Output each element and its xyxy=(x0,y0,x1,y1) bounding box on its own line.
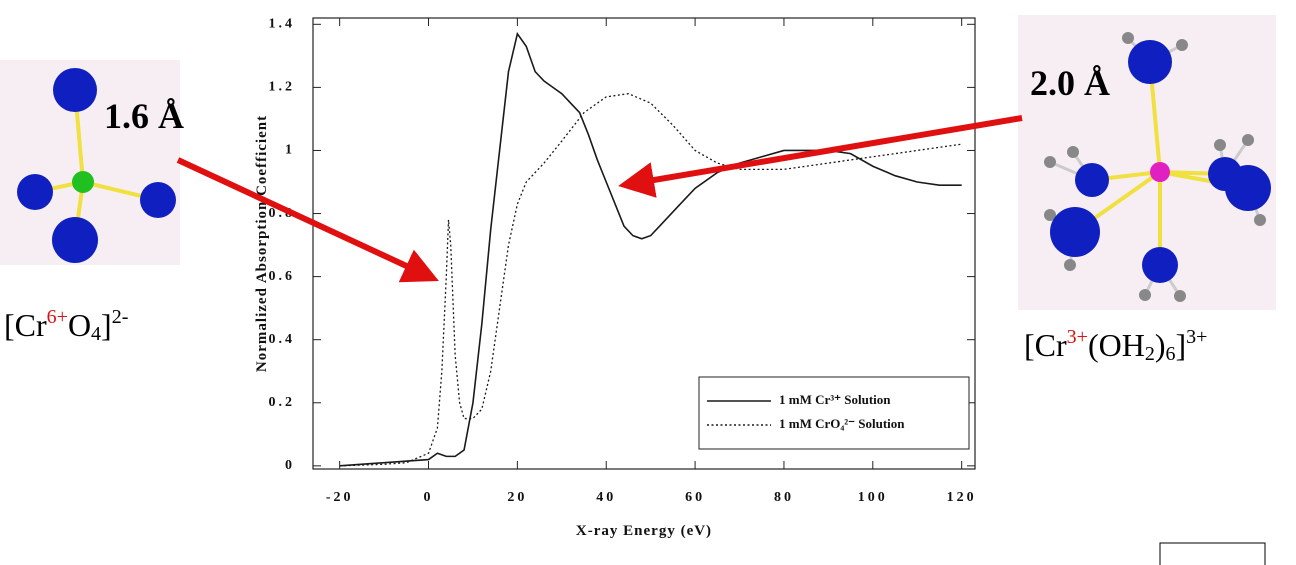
plot-frame xyxy=(312,17,976,470)
y-tick-label: 0.6 xyxy=(269,269,296,284)
bond-length: 2.0 Å xyxy=(1030,63,1110,103)
formula-part: ) xyxy=(1155,327,1166,363)
x-tick-label: 60 xyxy=(685,490,705,505)
data-line xyxy=(339,31,962,467)
y-tick-label: 1 xyxy=(285,143,295,158)
bond-length: 1.6 Å xyxy=(104,96,184,136)
y-axis-label: Normalized Absorption Coefficient xyxy=(254,115,270,372)
y-tick-label: 0.4 xyxy=(269,332,296,347)
y-tick-label: 1.4 xyxy=(269,17,296,32)
formula: [Cr6+O4]2- xyxy=(4,306,128,345)
plot: 00.20.40.60.811.21.4-20 0 20 40 60 80 100 120X-… xyxy=(254,17,977,539)
x-tick-label: 40 xyxy=(596,490,616,505)
x-tick-label: -20 xyxy=(326,490,354,505)
arrow xyxy=(176,157,439,283)
formula-part: 6+ xyxy=(47,306,68,328)
y-tick-label: 1.2 xyxy=(269,80,296,95)
arrow xyxy=(618,115,1023,198)
formula-part: 2- xyxy=(112,306,129,328)
formula-part: (OH xyxy=(1088,327,1145,363)
legend-box xyxy=(698,376,970,450)
formula-part: ] xyxy=(1175,327,1186,363)
octahedral-molecule xyxy=(1018,15,1276,310)
legend: 1 mM Cr³⁺ Solution 1 mM CrO₄²⁻ Solution xyxy=(698,376,970,450)
formula-part: 3+ xyxy=(1186,326,1207,348)
tetrahedral-molecule xyxy=(0,60,180,265)
formula-part: [Cr xyxy=(1024,327,1067,363)
x-tick-label: 80 xyxy=(774,490,794,505)
y-tick-label: 0 xyxy=(285,458,295,473)
formula-part: [Cr xyxy=(4,307,47,343)
formula-part: 3+ xyxy=(1067,326,1088,348)
formula-part: 4 xyxy=(91,323,101,345)
y-tick-label: 0.2 xyxy=(269,395,296,410)
x-tick-label: 0 xyxy=(424,490,434,505)
x-tick-label: 120 xyxy=(947,490,977,505)
x-axis-label: X-ray Energy (eV) xyxy=(576,523,712,539)
legend-label: 1 mM Cr³⁺ Solution xyxy=(779,392,891,407)
legend-label: 1 mM CrO₄²⁻ Solution xyxy=(779,416,905,431)
formula: [Cr3+(OH2)6]3+ xyxy=(1024,326,1207,365)
x-tick-label: 100 xyxy=(858,490,888,505)
formula-part: O xyxy=(68,307,91,343)
formula-part: 6 xyxy=(1165,343,1175,365)
x-tick-label: 20 xyxy=(507,490,527,505)
box xyxy=(1159,542,1266,565)
formula-part: ] xyxy=(101,307,112,343)
formula-part: 2 xyxy=(1145,343,1155,365)
